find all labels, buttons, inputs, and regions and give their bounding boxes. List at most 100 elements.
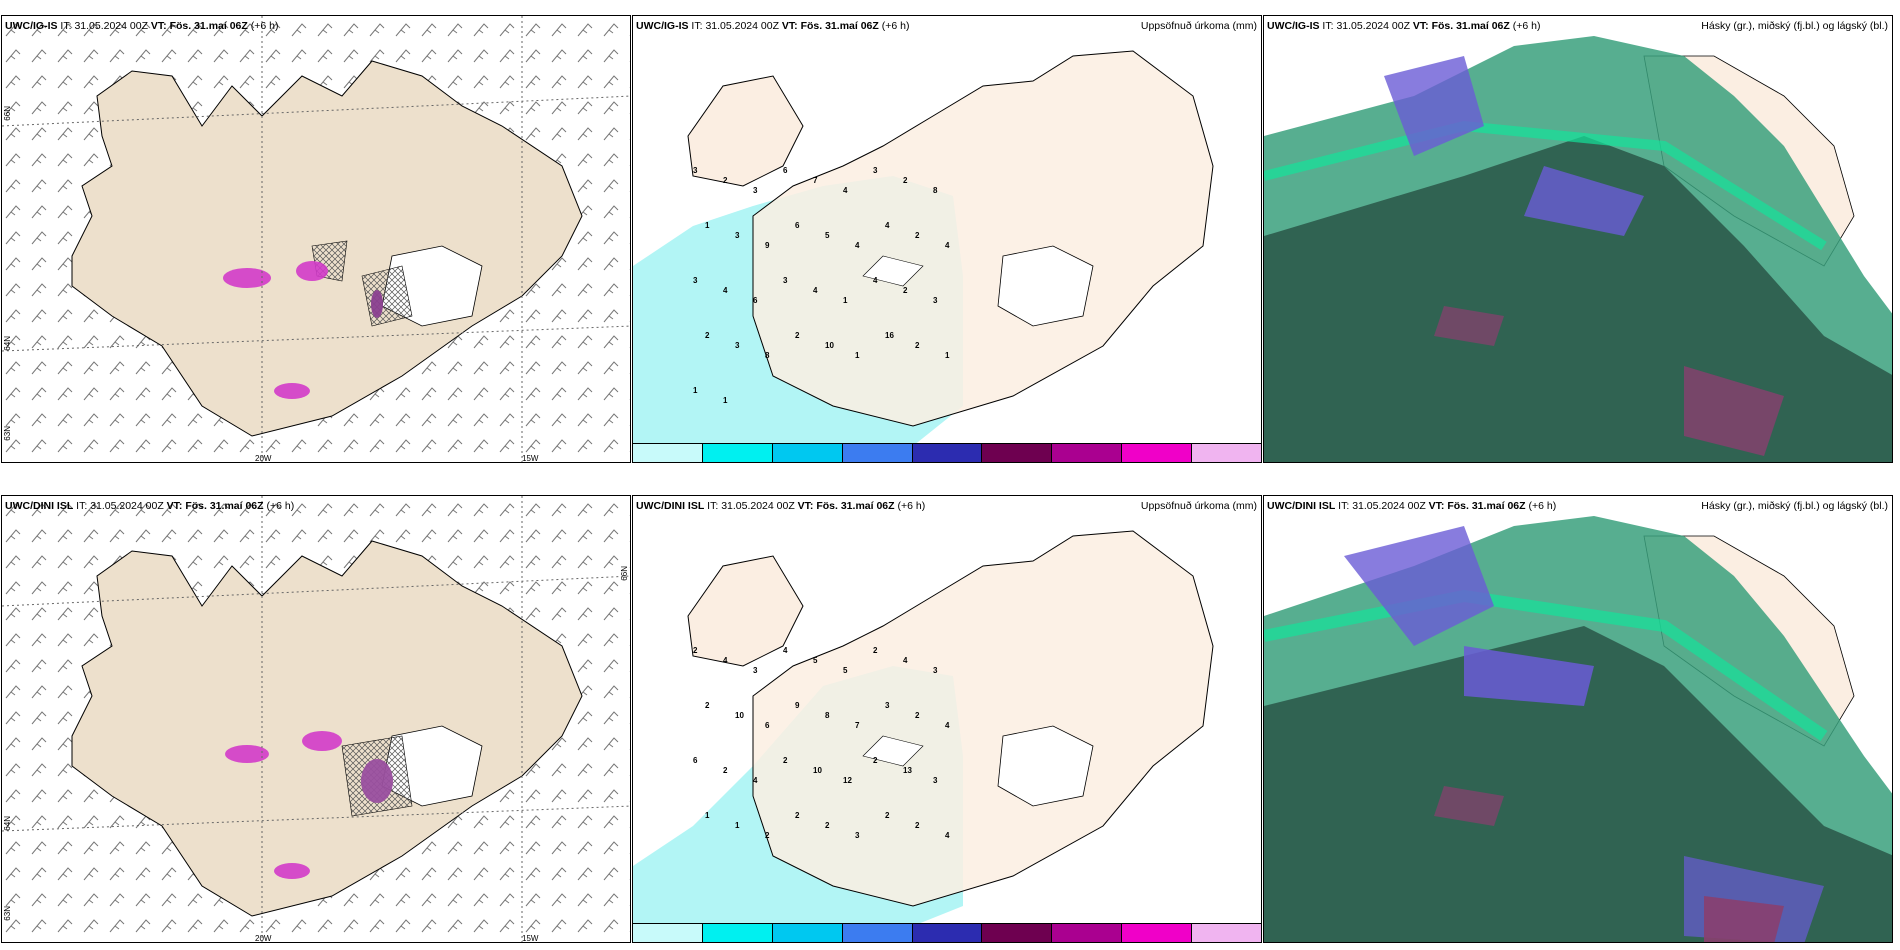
- it-value: 31.05.2024 00Z: [1352, 500, 1426, 512]
- precip-value-label: 4: [783, 646, 788, 655]
- wind-map-row2: [2, 496, 630, 942]
- precip-value-label: 9: [765, 241, 770, 250]
- lon-label-15: 15W: [522, 934, 539, 943]
- precip-value-label: 4: [753, 776, 758, 785]
- precip-map-panel-row1: UWC/IG-IS IT: 31.05.2024 00Z VT: Fös. 31…: [632, 15, 1262, 463]
- wind-map-panel-row2: UWC/DINI ISL IT: 31.05.2024 00Z VT: Fös.…: [1, 495, 631, 943]
- precip-value-label: 2: [903, 176, 908, 185]
- precip-value-label: 4: [903, 656, 908, 665]
- wind-map-row1: [2, 16, 630, 462]
- lead-time: (+6 h): [881, 20, 910, 32]
- precip-value-label: 1: [855, 351, 860, 360]
- precip-value-label: 4: [873, 276, 878, 285]
- model-name: UWC/DINI ISL: [1267, 500, 1336, 512]
- it-label: IT:: [76, 500, 88, 512]
- lat-label-66: 66N: [3, 106, 12, 121]
- precip-value-label: 4: [855, 241, 860, 250]
- vt-label: VT:: [781, 20, 798, 32]
- precip-value-label: 4: [813, 286, 818, 295]
- precip-value-label: 2: [705, 331, 710, 340]
- precip-value-label: 1: [843, 296, 848, 305]
- it-label: IT:: [707, 500, 719, 512]
- precip-value-label: 9: [795, 701, 800, 710]
- it-value: 31.05.2024 00Z: [1336, 20, 1410, 32]
- precip-value-label: 5: [825, 231, 830, 240]
- model-name: UWC/DINI ISL: [5, 500, 74, 512]
- precip-label: Uppsöfnuð úrkoma (mm): [1140, 20, 1257, 32]
- precip-value-label: 2: [915, 711, 920, 720]
- colorbar-segment: [982, 924, 1053, 942]
- colorbar-segment: [702, 444, 773, 462]
- precip-value-label: 4: [945, 721, 950, 730]
- precip-value-label: 4: [843, 186, 848, 195]
- lead-time: (+6 h): [266, 500, 295, 512]
- colorbar-segment: [1122, 444, 1193, 462]
- precip-value-label: 2: [873, 646, 878, 655]
- precip-value-label: 2: [885, 811, 890, 820]
- cloud-map-panel-row2: UWC/DINI ISL IT: 31.05.2024 00Z VT: Fös.…: [1263, 495, 1893, 943]
- precip-value-label: 2: [873, 756, 878, 765]
- colorbar-tick-label: 50: [844, 462, 853, 463]
- precip-map-row2: [633, 530, 1214, 926]
- it-label: IT:: [691, 20, 703, 32]
- precip-value-label: 2: [723, 176, 728, 185]
- vt-value: Fös. 31.maí 06Z: [169, 20, 248, 32]
- colorbar-tick-label: 400: [1193, 462, 1206, 463]
- precip-value-label: 8: [933, 186, 938, 195]
- cloud-label: Hásky (gr.), miðský (fj.bl.) og lágský (…: [1701, 20, 1888, 32]
- vt-label: VT:: [1428, 500, 1445, 512]
- precip-value-label: 2: [825, 821, 830, 830]
- precip-value-label: 4: [885, 221, 890, 230]
- precip-colorbar: [633, 923, 1261, 942]
- colorbar-tick-label: 200: [1123, 942, 1136, 943]
- colorbar-segment: [842, 924, 913, 942]
- precip-value-label: 10: [813, 766, 822, 775]
- precip-value-label: 2: [903, 286, 908, 295]
- cloud-label: Hásky (gr.), miðský (fj.bl.) og lágský (…: [1701, 500, 1888, 512]
- vt-label: VT:: [1412, 20, 1429, 32]
- colorbar-tick-label: 50: [844, 942, 853, 943]
- precip-value-label: 6: [795, 221, 800, 230]
- lat-label-63: 63N: [3, 426, 12, 441]
- colorbar-segment: [1052, 444, 1123, 462]
- colorbar-tick-label: 100: [984, 942, 997, 943]
- precip-value-label: 3: [933, 666, 938, 675]
- panel-title: UWC/IG-IS IT: 31.05.2024 00Z VT: Fös. 31…: [5, 20, 278, 32]
- vt-value: Fös. 31.maí 06Z: [816, 500, 895, 512]
- precip-colorbar: [633, 443, 1261, 462]
- colorbar-segment: [1192, 444, 1261, 462]
- precip-value-label: 2: [693, 646, 698, 655]
- precip-value-label: 2: [795, 331, 800, 340]
- colorbar-tick-label: 75: [914, 462, 923, 463]
- panel-title: UWC/DINI ISL IT: 31.05.2024 00Z VT: Fös.…: [5, 500, 294, 512]
- it-value: 31.05.2024 00Z: [74, 20, 148, 32]
- precip-value-label: 3: [933, 296, 938, 305]
- precip-value-label: 12: [843, 776, 852, 785]
- precip-value-label: 3: [885, 701, 890, 710]
- precip-value-label: 1: [705, 811, 710, 820]
- precip-value-label: 2: [915, 231, 920, 240]
- it-label: IT:: [60, 20, 72, 32]
- lead-time: (+6 h): [250, 20, 279, 32]
- precip-value-label: 4: [945, 241, 950, 250]
- precip-value-label: 2: [705, 701, 710, 710]
- precip-value-label: 6: [783, 166, 788, 175]
- precip-value-label: 6: [753, 296, 758, 305]
- precip-value-label: 7: [813, 176, 818, 185]
- lead-time: (+6 h): [1512, 20, 1541, 32]
- precip-value-label: 3: [933, 776, 938, 785]
- precip-value-label: 8: [765, 351, 770, 360]
- precip-value-label: 5: [843, 666, 848, 675]
- lon-label-15: 15W: [522, 454, 539, 463]
- colorbar-segment: [912, 444, 983, 462]
- model-name: UWC/IG-IS: [636, 20, 689, 32]
- colorbar-segment: [842, 444, 913, 462]
- precip-value-label: 8: [825, 711, 830, 720]
- model-name: UWC/IG-IS: [1267, 20, 1320, 32]
- vt-label: VT:: [797, 500, 814, 512]
- vt-value: Fös. 31.maí 06Z: [1447, 500, 1526, 512]
- lat-label-64: 64N: [632, 316, 635, 331]
- vt-value: Fös. 31.maí 06Z: [185, 500, 264, 512]
- cloud-map-row2: [1264, 496, 1892, 942]
- precip-value-label: 4: [723, 656, 728, 665]
